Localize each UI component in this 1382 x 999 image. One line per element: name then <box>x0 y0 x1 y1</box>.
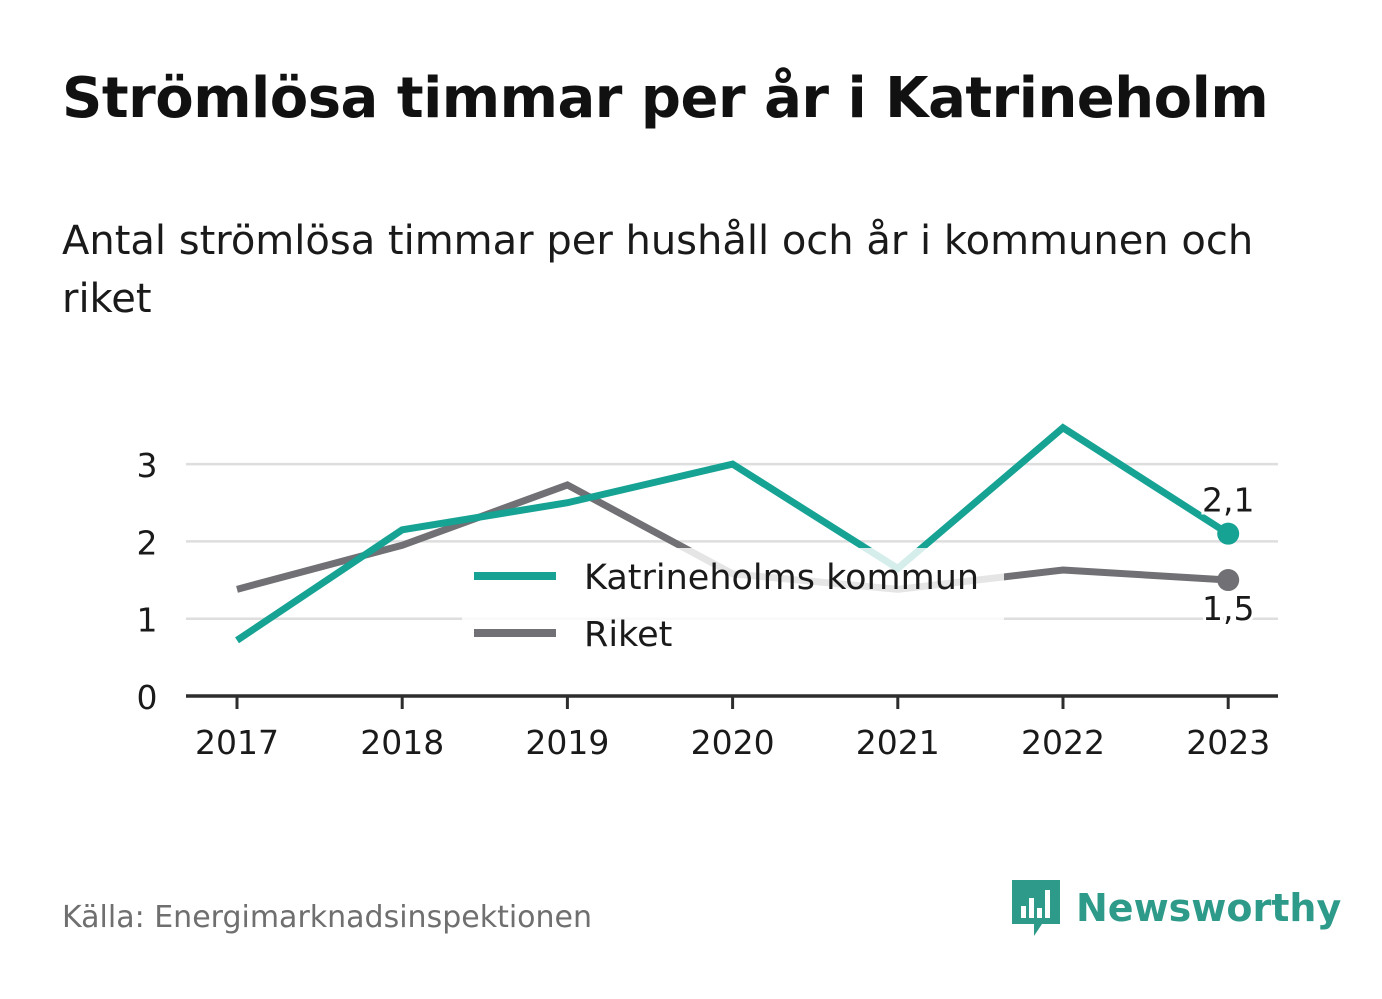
y-axis-ticks: 0 1 2 3 <box>137 446 158 717</box>
brand: Newsworthy <box>1010 878 1341 938</box>
legend-background <box>462 548 1004 668</box>
x-axis: 2017 2018 2019 2020 2021 2022 2023 <box>186 694 1278 762</box>
x-tick-label: 2017 <box>195 723 279 762</box>
end-point <box>1217 569 1240 592</box>
x-tick-label: 2018 <box>360 723 444 762</box>
end-value-label: 2,1 <box>1202 481 1254 520</box>
newsworthy-logo-icon <box>1012 880 1060 936</box>
legend-label: Katrineholms kommun <box>584 558 979 598</box>
y-tick-label: 3 <box>137 446 158 485</box>
source-note: Källa: Energimarknadsinspektionen <box>62 900 593 935</box>
y-tick-label: 2 <box>137 523 158 562</box>
x-tick-label: 2022 <box>1021 723 1105 762</box>
x-tick-label: 2019 <box>525 723 609 762</box>
chart-title: Strömlösa timmar per år i Katrineholm <box>62 66 1269 131</box>
legend-label: Riket <box>584 615 672 655</box>
series-line <box>235 423 1231 644</box>
x-tick-label: 2020 <box>691 723 775 762</box>
end-points: 2,1 1,5 <box>1199 478 1257 631</box>
end-value-label: 1,5 <box>1202 589 1254 628</box>
chart-subtitle: Antal strömlösa timmar per hushåll och å… <box>62 218 1254 322</box>
x-tick-label: 2021 <box>856 723 940 762</box>
legend: Katrineholms kommun Riket <box>462 548 1004 668</box>
end-point <box>1217 522 1240 545</box>
y-tick-label: 0 <box>137 678 158 717</box>
x-tick-label: 2023 <box>1186 723 1270 762</box>
brand-name: Newsworthy <box>1076 886 1342 930</box>
y-tick-label: 1 <box>137 601 158 640</box>
